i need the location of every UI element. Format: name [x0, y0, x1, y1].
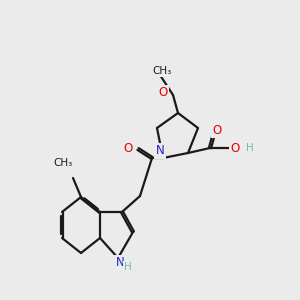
- Text: O: O: [159, 86, 168, 100]
- Text: O: O: [212, 124, 222, 136]
- Text: N: N: [156, 145, 164, 158]
- Text: CH₃: CH₃: [152, 66, 172, 76]
- Text: O: O: [124, 142, 133, 155]
- Text: H: H: [124, 262, 132, 272]
- Text: H: H: [246, 143, 254, 153]
- Text: CH₃: CH₃: [53, 158, 73, 168]
- Text: O: O: [230, 142, 240, 154]
- Text: N: N: [116, 256, 124, 269]
